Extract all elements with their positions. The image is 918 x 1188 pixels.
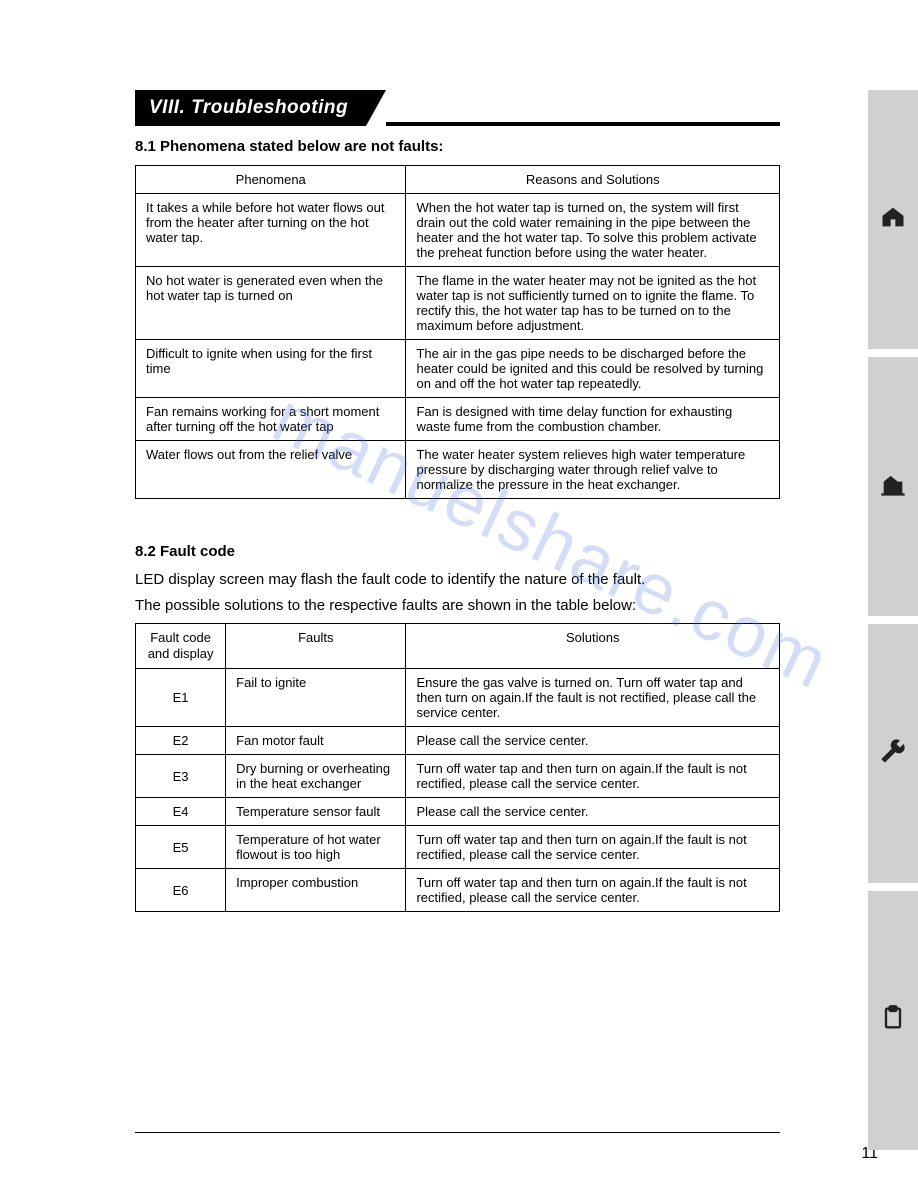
intro-line-2: The possible solutions to the respective… [135, 596, 780, 616]
table-row: Fan remains working for a short moment a… [136, 398, 780, 441]
navigation-tabs [868, 90, 918, 1150]
building-icon [879, 470, 907, 503]
header-rule [386, 122, 780, 126]
fault-cell: Temperature of hot water flowout is too … [226, 826, 406, 869]
tab-overview[interactable] [868, 90, 918, 349]
fault-code-table: Fault code and display Faults Solutions … [135, 623, 780, 913]
fault-cell: Dry burning or overheating in the heat e… [226, 755, 406, 798]
fault-cell: Improper combustion [226, 869, 406, 912]
solution-cell: Please call the service center. [406, 798, 780, 826]
table2-body: E1Fail to igniteEnsure the gas valve is … [136, 669, 780, 912]
tab-maintenance[interactable] [868, 624, 918, 883]
section-title: VIII. Troubleshooting [135, 90, 366, 126]
table-row: It takes a while before hot water flows … [136, 194, 780, 267]
table-row: E5Temperature of hot water flowout is to… [136, 826, 780, 869]
wrench-icon [879, 737, 907, 770]
phenomena-cell: Water flows out from the relief valve [136, 441, 406, 499]
table-row: E4Temperature sensor faultPlease call th… [136, 798, 780, 826]
section-header: VIII. Troubleshooting [135, 90, 780, 126]
solution-cell: Turn off water tap and then turn on agai… [406, 826, 780, 869]
fault-code-cell: E5 [136, 826, 226, 869]
fault-code-cell: E6 [136, 869, 226, 912]
table2-header-code: Fault code and display [136, 623, 226, 669]
solution-cell: The air in the gas pipe needs to be disc… [406, 340, 780, 398]
table1-body: It takes a while before hot water flows … [136, 194, 780, 499]
solution-cell: Ensure the gas valve is turned on. Turn … [406, 669, 780, 727]
subheading-8-2: 8.2 Fault code [135, 543, 780, 560]
fault-code-cell: E3 [136, 755, 226, 798]
solution-cell: Please call the service center. [406, 727, 780, 755]
manual-page: VIII. Troubleshooting 8.1 Phenomena stat… [0, 0, 810, 1188]
table-row: Water flows out from the relief valveThe… [136, 441, 780, 499]
fault-code-cell: E1 [136, 669, 226, 727]
fault-code-cell: E4 [136, 798, 226, 826]
table2-header-solutions: Solutions [406, 623, 780, 669]
solution-cell: The water heater system relieves high wa… [406, 441, 780, 499]
page-footer-rule [135, 1132, 780, 1133]
fault-cell: Fan motor fault [226, 727, 406, 755]
tab-notes[interactable] [868, 891, 918, 1150]
clipboard-icon [879, 1004, 907, 1037]
phenomena-cell: Difficult to ignite when using for the f… [136, 340, 406, 398]
subheading-8-1: 8.1 Phenomena stated below are not fault… [135, 138, 780, 155]
table-row: E1Fail to igniteEnsure the gas valve is … [136, 669, 780, 727]
solution-cell: Turn off water tap and then turn on agai… [406, 869, 780, 912]
table1-header-reasons: Reasons and Solutions [406, 166, 780, 194]
solution-cell: The flame in the water heater may not be… [406, 267, 780, 340]
tab-installation[interactable] [868, 357, 918, 616]
fault-cell: Fail to ignite [226, 669, 406, 727]
fault-cell: Temperature sensor fault [226, 798, 406, 826]
solution-cell: When the hot water tap is turned on, the… [406, 194, 780, 267]
table1-header-phenomena: Phenomena [136, 166, 406, 194]
phenomena-cell: No hot water is generated even when the … [136, 267, 406, 340]
phenomena-cell: Fan remains working for a short moment a… [136, 398, 406, 441]
table-row: E3Dry burning or overheating in the heat… [136, 755, 780, 798]
intro-line-1: LED display screen may flash the fault c… [135, 570, 780, 590]
table-row: No hot water is generated even when the … [136, 267, 780, 340]
phenomena-cell: It takes a while before hot water flows … [136, 194, 406, 267]
header-slant [366, 90, 386, 126]
solution-cell: Fan is designed with time delay function… [406, 398, 780, 441]
fault-code-cell: E2 [136, 727, 226, 755]
phenomena-table: Phenomena Reasons and Solutions It takes… [135, 165, 780, 499]
solution-cell: Turn off water tap and then turn on agai… [406, 755, 780, 798]
table-row: E2Fan motor faultPlease call the service… [136, 727, 780, 755]
table-row: E6Improper combustionTurn off water tap … [136, 869, 780, 912]
home-icon [879, 203, 907, 236]
table2-header-faults: Faults [226, 623, 406, 669]
table-row: Difficult to ignite when using for the f… [136, 340, 780, 398]
